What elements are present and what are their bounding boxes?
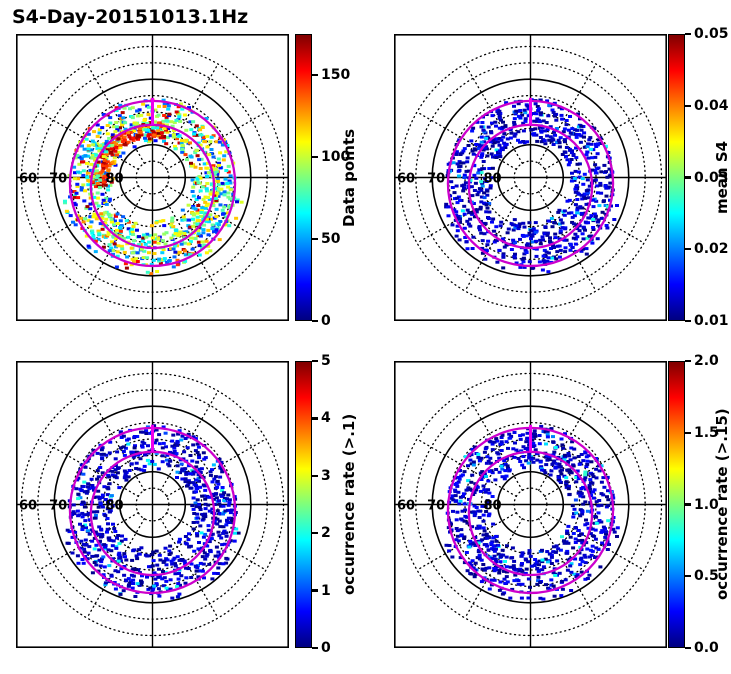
colorbar-data-points: 0 50 100 150 [295,34,350,329]
auroral-oval-circles [446,97,615,268]
latitude-label: 70 [427,499,445,514]
colorbar-tick [685,32,691,36]
plot-border [394,361,667,648]
colorbar-tick-label: 0.04 [694,97,729,114]
colorbar-tick-label: 2 [321,525,331,542]
colorbar-tick-label: 0.02 [694,241,729,258]
latitude-labels: 60 70 80 [19,172,124,187]
colorbar-tick [312,589,318,592]
colorbar-tick [312,417,318,420]
colorbar-tick [685,248,691,251]
colorbar-tick [685,575,691,578]
colorbar-gradient [295,361,312,648]
latitude-label: 80 [105,499,123,514]
colorbar-tick-label: 0.0 [694,640,719,656]
colorbar-axis-label-data-points: Data points [340,128,358,227]
colorbar-tick-label: 0.01 [694,313,729,329]
colorbar-tick-label: 0 [321,313,331,329]
colorbar-tick [312,237,318,241]
latitude-label: 60 [397,172,415,187]
latitude-label: 60 [397,499,415,514]
latitude-label: 70 [49,499,67,514]
colorbar-tick-label: 50 [321,230,341,247]
auroral-oval-circles [68,424,237,595]
auroral-oval-circles [68,97,237,268]
colorbar-tick [685,359,691,363]
colorbar-mean-s4: 0.01 0.02 0.03 0.04 0.05 [668,26,729,329]
colorbar-tick-label: 1.5 [694,424,719,441]
colorbar-tick [685,646,691,650]
plot-border [16,361,289,648]
latitude-label: 70 [427,172,445,187]
latitude-labels: 60 70 80 [19,499,124,514]
colorbar-tick [312,319,318,323]
latitude-labels: 60 70 80 [397,172,502,187]
colorbar-tick-label: 0.5 [694,568,719,585]
colorbar-tick-label: 0 [321,640,331,656]
colorbar-tick [685,503,691,506]
latitude-label: 60 [19,172,37,187]
colorbar-tick [685,104,691,107]
colorbar-tick-label: 3 [321,467,331,484]
colorbar-tick-label: 5 [321,353,331,369]
colorbar-axis-label-occurrence-rate-1: occurrence rate (>.1) [340,413,358,596]
plot-border [394,34,667,321]
colorbar-tick-label: 100 [321,149,351,166]
plot-border [16,34,289,321]
colorbar-tick-label: 1 [321,582,331,599]
colorbar-occurrence-rate-1: 0 1 2 3 4 5 [295,353,331,656]
colorbar-tick [685,431,691,434]
colorbar-gradient [668,34,685,321]
colorbar-tick-label: 1.0 [694,496,719,513]
colorbar-gradient [295,34,312,321]
polar-plot-mean-s4: 60 70 80 [394,34,667,321]
colorbar-tick [312,73,318,77]
colorbar-tick-label: 0.03 [694,169,729,186]
colorbar-tick [312,532,318,535]
latitude-label: 60 [19,499,37,514]
polar-plot-data-points: 60 70 80 [16,34,289,321]
latitude-label: 80 [105,172,123,187]
latitude-label: 70 [49,172,67,187]
colorbar-occurrence-rate-15: 0.0 0.5 1.0 1.5 2.0 [668,353,719,656]
colorbar-tick-label: 2.0 [694,353,719,369]
polar-plot-occurrence-rate-1: 60 70 80 [16,361,289,648]
colorbar-tick-label: 4 [321,410,331,427]
colorbar-tick [312,474,318,477]
colorbar-tick [685,176,691,179]
latitude-labels: 60 70 80 [397,499,502,514]
colorbar-gradient [668,361,685,648]
polar-plot-occurrence-rate-15: 60 70 80 [394,361,667,648]
colorbar-axis-label-mean-s4: mean S4 [713,140,731,215]
colorbar-tick [312,646,318,650]
colorbar-tick-label: 0.05 [694,26,729,42]
colorbar-tick [685,319,691,323]
auroral-oval-circles [446,424,615,595]
colorbar-tick [312,155,318,159]
colorbar-axis-label-occurrence-rate-15: occurrence rate (>.15) [713,408,731,601]
figure-title: S4-Day-20151013.1Hz [12,6,249,28]
latitude-label: 80 [483,172,501,187]
colorbar-tick [312,359,318,363]
latitude-label: 80 [483,499,501,514]
colorbar-tick-label: 150 [321,67,351,84]
